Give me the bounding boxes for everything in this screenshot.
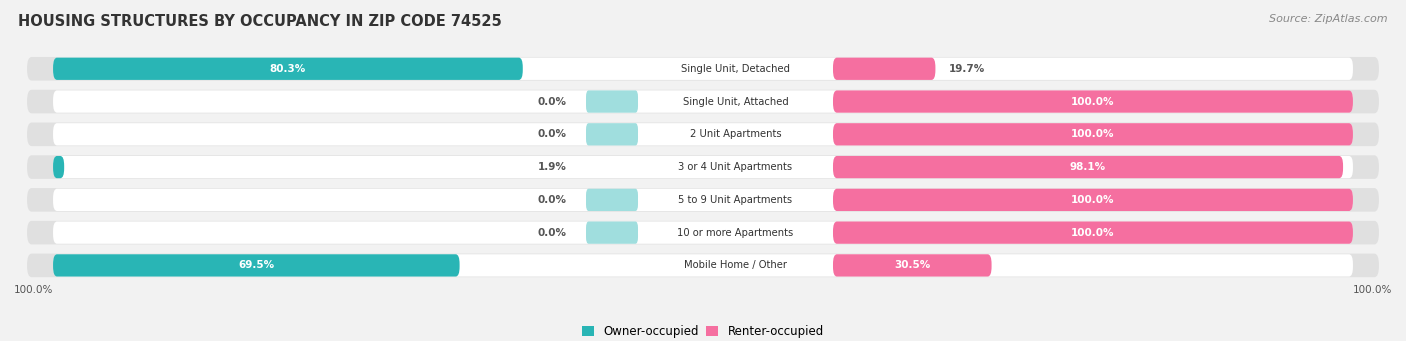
Text: 0.0%: 0.0% [537, 97, 567, 106]
Text: 69.5%: 69.5% [238, 261, 274, 270]
Text: 30.5%: 30.5% [894, 261, 931, 270]
Text: Single Unit, Detached: Single Unit, Detached [681, 64, 790, 74]
FancyBboxPatch shape [53, 58, 523, 80]
FancyBboxPatch shape [53, 58, 1353, 80]
Text: Single Unit, Attached: Single Unit, Attached [683, 97, 789, 106]
FancyBboxPatch shape [53, 90, 1353, 113]
FancyBboxPatch shape [27, 57, 1379, 80]
FancyBboxPatch shape [586, 90, 638, 113]
Text: Mobile Home / Other: Mobile Home / Other [683, 261, 787, 270]
Text: 98.1%: 98.1% [1070, 162, 1107, 172]
FancyBboxPatch shape [53, 156, 65, 178]
Text: HOUSING STRUCTURES BY OCCUPANCY IN ZIP CODE 74525: HOUSING STRUCTURES BY OCCUPANCY IN ZIP C… [18, 14, 502, 29]
FancyBboxPatch shape [832, 254, 991, 277]
FancyBboxPatch shape [586, 189, 638, 211]
Text: 0.0%: 0.0% [537, 129, 567, 139]
Text: 0.0%: 0.0% [537, 228, 567, 238]
FancyBboxPatch shape [638, 190, 832, 210]
Text: 100.0%: 100.0% [1071, 195, 1115, 205]
FancyBboxPatch shape [832, 222, 1353, 244]
FancyBboxPatch shape [832, 90, 1353, 113]
Text: 100.0%: 100.0% [1071, 97, 1115, 106]
FancyBboxPatch shape [638, 91, 832, 112]
FancyBboxPatch shape [832, 156, 1343, 178]
FancyBboxPatch shape [832, 58, 935, 80]
FancyBboxPatch shape [832, 123, 1353, 146]
FancyBboxPatch shape [586, 123, 638, 146]
FancyBboxPatch shape [638, 59, 832, 79]
FancyBboxPatch shape [27, 90, 1379, 113]
FancyBboxPatch shape [53, 189, 1353, 211]
Text: 1.9%: 1.9% [537, 162, 567, 172]
FancyBboxPatch shape [27, 221, 1379, 244]
FancyBboxPatch shape [27, 188, 1379, 212]
Text: 80.3%: 80.3% [270, 64, 307, 74]
Text: Source: ZipAtlas.com: Source: ZipAtlas.com [1270, 14, 1388, 24]
FancyBboxPatch shape [53, 254, 460, 277]
FancyBboxPatch shape [27, 254, 1379, 277]
Text: 100.0%: 100.0% [1353, 285, 1392, 295]
FancyBboxPatch shape [27, 155, 1379, 179]
FancyBboxPatch shape [638, 157, 832, 177]
FancyBboxPatch shape [638, 124, 832, 145]
FancyBboxPatch shape [53, 254, 1353, 277]
FancyBboxPatch shape [27, 122, 1379, 146]
Legend: Owner-occupied, Renter-occupied: Owner-occupied, Renter-occupied [578, 321, 828, 341]
FancyBboxPatch shape [53, 222, 1353, 244]
Text: 0.0%: 0.0% [537, 195, 567, 205]
FancyBboxPatch shape [832, 189, 1353, 211]
Text: 2 Unit Apartments: 2 Unit Apartments [690, 129, 782, 139]
FancyBboxPatch shape [638, 222, 832, 243]
FancyBboxPatch shape [53, 156, 1353, 178]
FancyBboxPatch shape [638, 255, 832, 276]
FancyBboxPatch shape [53, 123, 1353, 146]
Text: 100.0%: 100.0% [1071, 129, 1115, 139]
FancyBboxPatch shape [586, 222, 638, 244]
Text: 19.7%: 19.7% [949, 64, 984, 74]
Text: 10 or more Apartments: 10 or more Apartments [678, 228, 793, 238]
Text: 100.0%: 100.0% [14, 285, 53, 295]
Text: 5 to 9 Unit Apartments: 5 to 9 Unit Apartments [679, 195, 793, 205]
Text: 100.0%: 100.0% [1071, 228, 1115, 238]
Text: 3 or 4 Unit Apartments: 3 or 4 Unit Apartments [679, 162, 793, 172]
